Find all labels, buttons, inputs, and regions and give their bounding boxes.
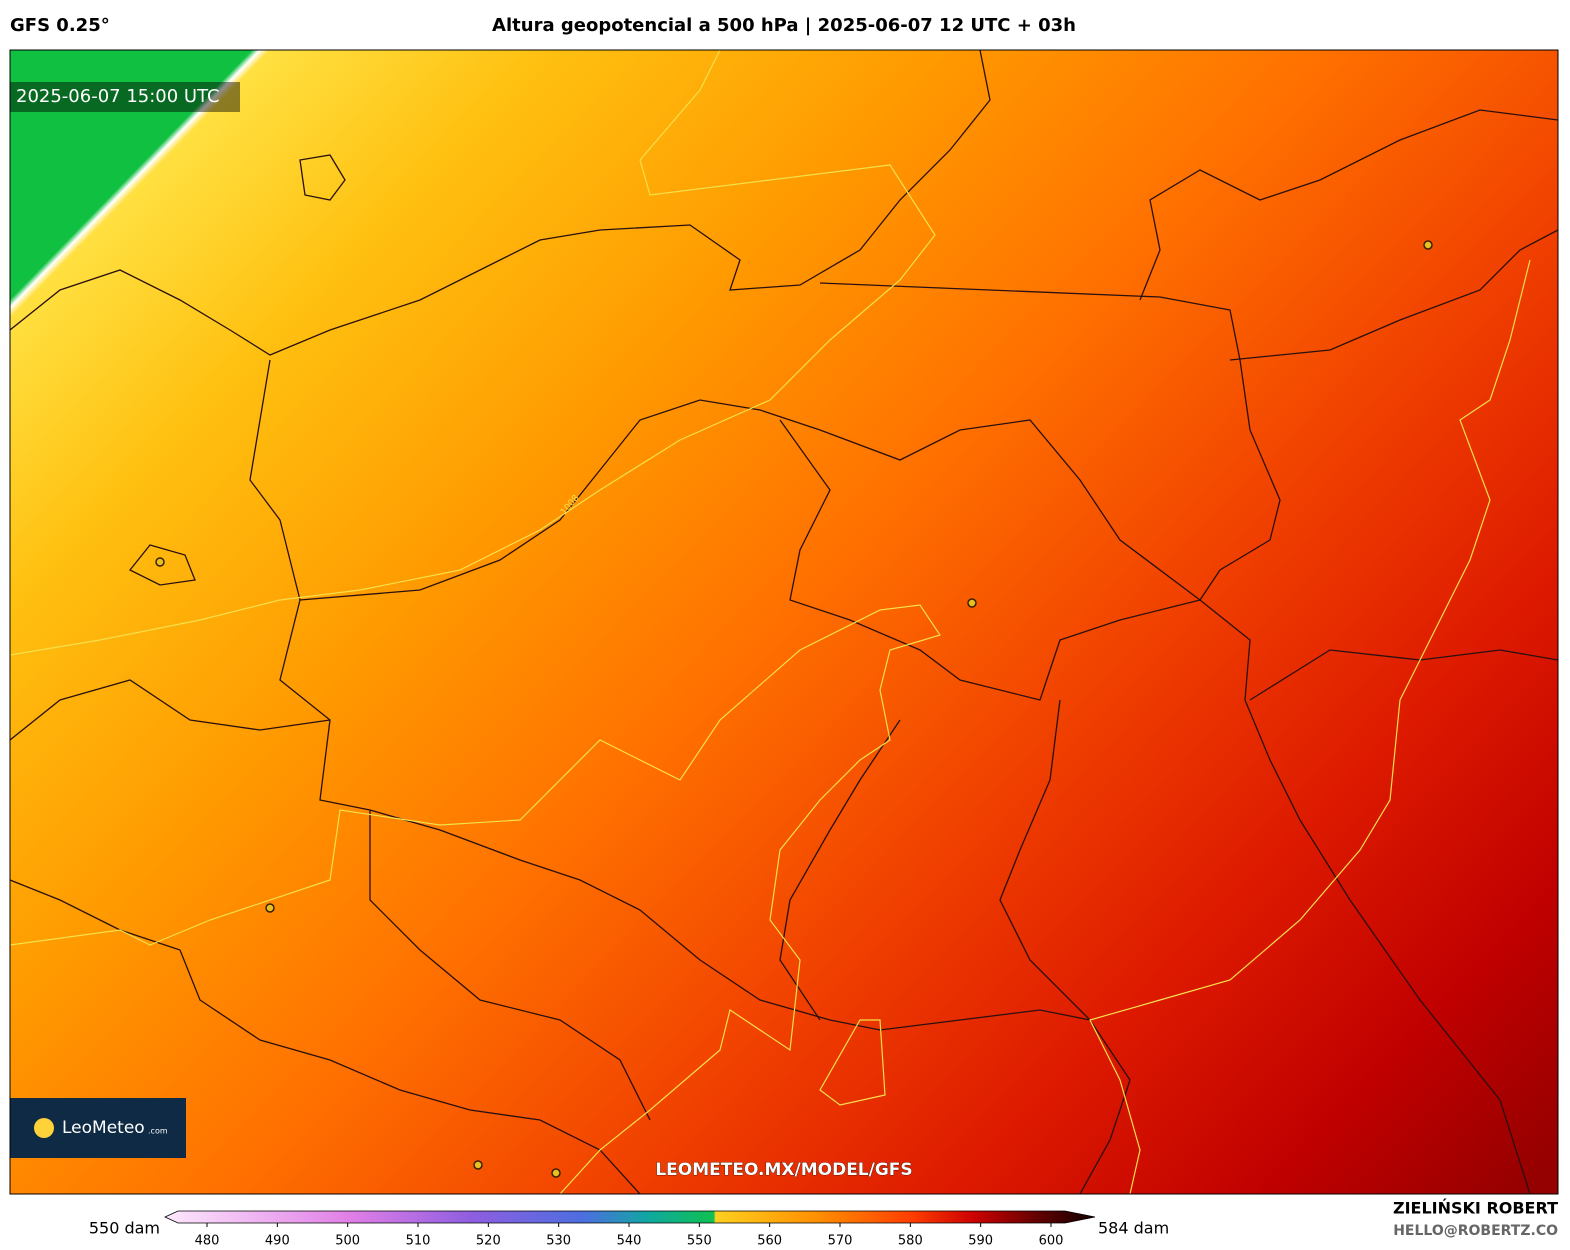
logo-name: LeoMeteo bbox=[62, 1118, 145, 1138]
geopotential-field bbox=[10, 50, 1558, 1194]
model-label: GFS 0.25° bbox=[10, 15, 110, 36]
city-dot bbox=[155, 557, 165, 567]
city-dot bbox=[473, 1160, 483, 1170]
valid-time: 2025-06-07 15:00 UTC bbox=[16, 86, 220, 107]
author: ZIELIŃSKI ROBERT bbox=[1393, 1199, 1558, 1218]
colorbar-tick-label: 540 bbox=[617, 1234, 642, 1249]
colorbar-tick-label: 600 bbox=[1039, 1234, 1064, 1249]
city-dot bbox=[265, 903, 275, 913]
city-dot bbox=[551, 1168, 561, 1178]
colorbar-tick-label: 510 bbox=[406, 1234, 431, 1249]
logo-sun bbox=[34, 1118, 54, 1138]
colorbar-tick-label: 530 bbox=[546, 1234, 571, 1249]
map-title: Altura geopotencial a 500 hPa | 2025-06-… bbox=[492, 15, 1076, 36]
map-frame bbox=[9, 49, 1559, 1195]
colorbar-tick-label: 590 bbox=[968, 1234, 993, 1249]
watermark: LEOMETEO.MX/MODEL/GFS bbox=[655, 1160, 912, 1180]
colorbar-tick-label: 490 bbox=[265, 1234, 290, 1249]
colorbar-tick-label: 500 bbox=[335, 1234, 360, 1249]
colorbar-tick-label: 550 bbox=[687, 1234, 712, 1249]
colorbar-tick-label: 570 bbox=[828, 1234, 853, 1249]
colorbar-tick-label: 580 bbox=[898, 1234, 923, 1249]
colorbar-tick-label: 560 bbox=[757, 1234, 782, 1249]
colorbar: 480 490 500 510 520 530 540 550 560 570 580 590 600 bbox=[164, 1210, 1096, 1249]
email: HELLO@ROBERTZ.CO bbox=[1393, 1223, 1558, 1239]
colorbar-min-label: 550 dam bbox=[89, 1219, 160, 1238]
city-dot bbox=[967, 598, 977, 608]
colorbar-bar bbox=[164, 1210, 1096, 1224]
map: 1008 2025-06-07 15:00 UTC LEOMETEO.MX/MO… bbox=[10, 50, 1558, 1194]
cities bbox=[155, 240, 1433, 1178]
isobars: 1008 bbox=[10, 50, 1531, 1194]
time-box bbox=[10, 82, 240, 112]
city-dot bbox=[1423, 240, 1433, 250]
colorbar-max-label: 584 dam bbox=[1098, 1219, 1169, 1238]
colorbar-tick-label: 480 bbox=[195, 1234, 220, 1249]
logo-suffix: .com bbox=[148, 1127, 168, 1136]
colorbar-tick-label: 520 bbox=[476, 1234, 501, 1249]
